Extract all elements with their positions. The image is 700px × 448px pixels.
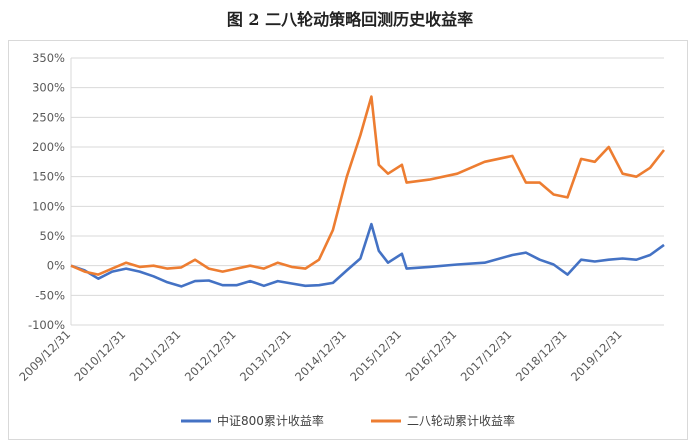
y-tick-label: 50% <box>39 229 65 243</box>
chart-title: 图 2 二八轮动策略回测历史收益率 <box>226 10 474 29</box>
y-tick-label: -50% <box>35 288 65 302</box>
series-lines <box>70 95 666 288</box>
legend: 中证800累计收益率 二八轮动累计收益率 <box>181 413 515 428</box>
x-tick-label: 2012/12/31 <box>182 327 239 384</box>
x-tick-label: 2019/12/31 <box>568 327 625 384</box>
y-tick-label: -100% <box>28 318 65 332</box>
y-axis: 350% 300% 250% 200% 150% 100% 50% 0% -50% -100% <box>28 51 65 332</box>
series-line-1 <box>70 95 666 276</box>
series-line-0 <box>70 222 665 288</box>
y-tick-label: 100% <box>32 199 65 213</box>
line-chart: 350% 300% 250% 200% 150% 100% 50% 0% -50% -100% 2… <box>16 51 666 428</box>
gridlines <box>71 57 664 326</box>
x-tick-label: 2010/12/31 <box>71 327 128 384</box>
y-tick-label: 200% <box>32 140 65 154</box>
y-tick-label: 300% <box>32 81 65 95</box>
x-tick-label: 2016/12/31 <box>403 327 460 384</box>
x-axis: 2009/12/312010/12/312011/12/312012/12/31… <box>16 58 625 384</box>
legend-label: 中证800累计收益率 <box>217 413 324 428</box>
y-tick-label: 150% <box>32 170 65 184</box>
x-tick-label: 2017/12/31 <box>458 327 515 384</box>
y-tick-label: 250% <box>32 110 65 124</box>
x-tick-label: 2018/12/31 <box>513 327 570 384</box>
chart-area: 350% 300% 250% 200% 150% 100% 50% 0% -50% -100% 2… <box>8 40 688 440</box>
x-tick-label: 2014/12/31 <box>292 327 349 384</box>
x-tick-label: 2013/12/31 <box>237 327 294 384</box>
legend-label: 二八轮动累计收益率 <box>407 413 515 428</box>
x-tick-label: 2009/12/31 <box>16 327 73 384</box>
x-tick-label: 2015/12/31 <box>347 327 404 384</box>
y-tick-label: 350% <box>32 51 65 65</box>
x-tick-label: 2011/12/31 <box>127 327 184 384</box>
y-tick-label: 0% <box>47 259 65 273</box>
